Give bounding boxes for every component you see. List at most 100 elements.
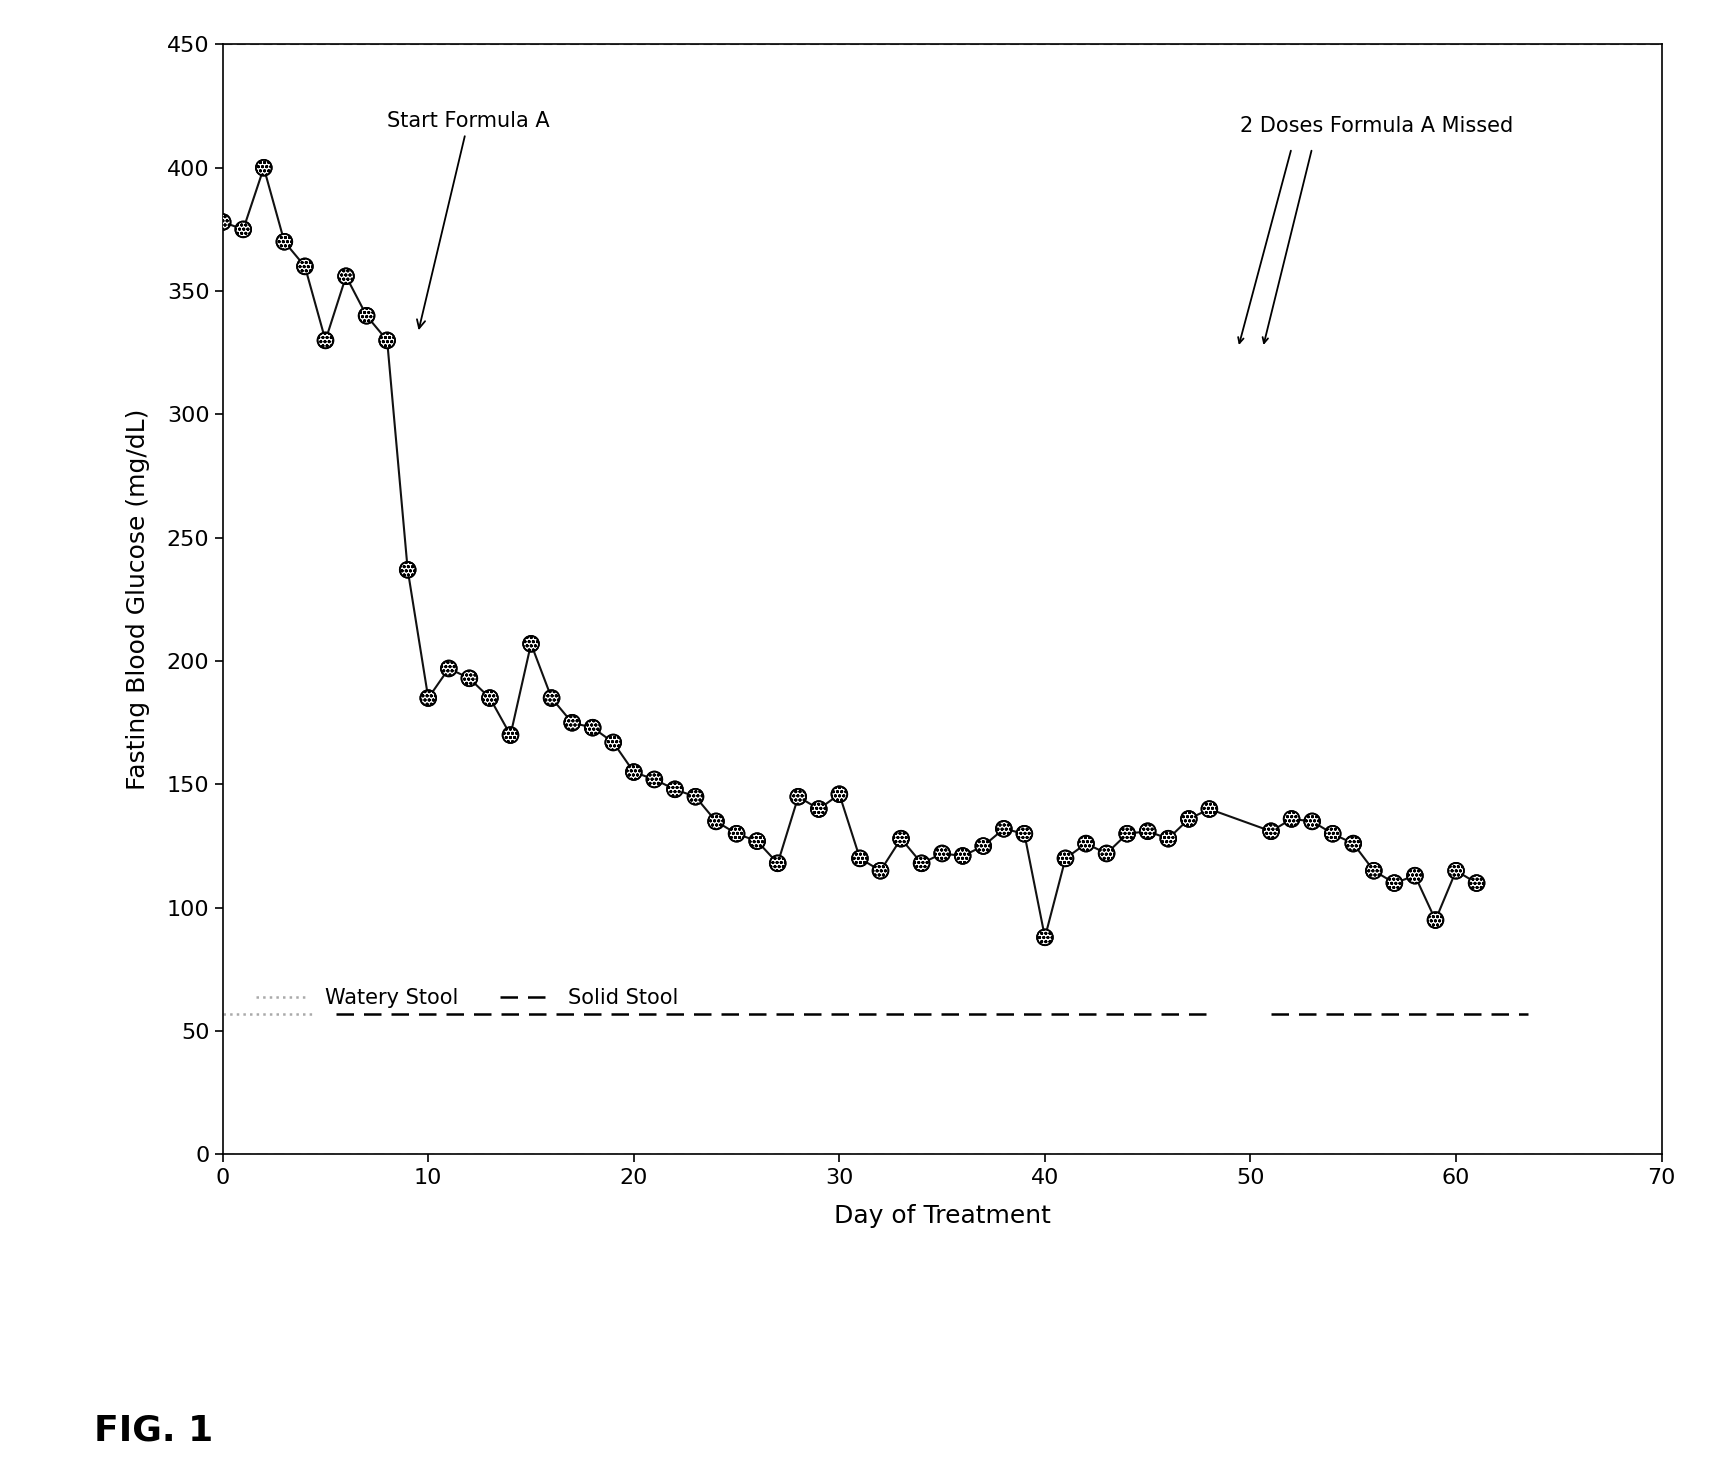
Point [1113, 821, 1141, 845]
Point [641, 768, 668, 792]
Point [970, 835, 997, 858]
Point [600, 731, 627, 755]
Point [846, 847, 874, 870]
Point [1155, 827, 1182, 851]
Point [579, 716, 606, 740]
Point [1360, 858, 1388, 882]
Point [1196, 798, 1223, 821]
Point [764, 851, 791, 875]
Point [1155, 827, 1182, 851]
Point [1031, 925, 1059, 949]
Point [970, 835, 997, 858]
Point [1463, 872, 1490, 895]
Point [230, 218, 257, 241]
Point [1422, 909, 1449, 932]
Point [805, 798, 833, 821]
Point [826, 783, 853, 807]
Point [271, 229, 298, 253]
Point [353, 303, 380, 327]
Point [230, 218, 257, 241]
Point [1278, 807, 1305, 830]
Point [1175, 807, 1203, 830]
Point [949, 844, 976, 867]
Point [620, 761, 648, 784]
Point [661, 777, 689, 801]
Point [1298, 810, 1326, 833]
Point [538, 687, 565, 710]
Point [435, 657, 463, 681]
Point [682, 784, 709, 808]
Point [641, 768, 668, 792]
Point [1442, 858, 1470, 882]
Point [723, 821, 750, 845]
Point [1360, 858, 1388, 882]
Point [661, 777, 689, 801]
Point [928, 842, 956, 866]
Point [209, 210, 236, 234]
Point [928, 842, 956, 866]
Point [1011, 821, 1038, 845]
Point [846, 847, 874, 870]
Point [476, 687, 504, 710]
Legend: Watery Stool, Solid Stool: Watery Stool, Solid Stool [247, 980, 687, 1017]
Point [1011, 821, 1038, 845]
Point [1093, 842, 1120, 866]
Point [990, 817, 1018, 841]
Point [1298, 810, 1326, 833]
X-axis label: Day of Treatment: Day of Treatment [834, 1205, 1050, 1228]
Point [332, 265, 360, 289]
Point [1113, 821, 1141, 845]
Point [1463, 872, 1490, 895]
Point [1196, 798, 1223, 821]
Point [867, 858, 894, 882]
Point [1298, 810, 1326, 833]
Point [250, 155, 278, 179]
Point [908, 851, 935, 875]
Point [1319, 821, 1346, 845]
Point [1442, 858, 1470, 882]
Point [1278, 807, 1305, 830]
Point [497, 724, 524, 747]
Point [620, 761, 648, 784]
Point [1052, 847, 1079, 870]
Point [743, 829, 771, 852]
Point [538, 687, 565, 710]
Point [332, 265, 360, 289]
Point [867, 858, 894, 882]
Point [990, 817, 1018, 841]
Point [435, 657, 463, 681]
Point [1155, 827, 1182, 851]
Point [353, 303, 380, 327]
Point [230, 218, 257, 241]
Point [456, 666, 483, 690]
Text: Start Formula A: Start Formula A [387, 111, 550, 329]
Point [1401, 864, 1429, 888]
Point [682, 784, 709, 808]
Point [1072, 832, 1100, 855]
Point [476, 687, 504, 710]
Point [805, 798, 833, 821]
Point [641, 768, 668, 792]
Point [312, 329, 339, 352]
Point [373, 329, 401, 352]
Point [1319, 821, 1346, 845]
Point [394, 558, 421, 582]
Point [764, 851, 791, 875]
Point [1422, 909, 1449, 932]
Point [743, 829, 771, 852]
Point [394, 558, 421, 582]
Point [949, 844, 976, 867]
Point [1340, 832, 1367, 855]
Point [702, 810, 730, 833]
Point [1360, 858, 1388, 882]
Point [415, 687, 442, 710]
Point [785, 784, 812, 808]
Point [312, 329, 339, 352]
Point [1257, 820, 1285, 844]
Point [1134, 820, 1161, 844]
Point [1381, 872, 1408, 895]
Point [209, 210, 236, 234]
Point [682, 784, 709, 808]
Point [1463, 872, 1490, 895]
Point [332, 265, 360, 289]
